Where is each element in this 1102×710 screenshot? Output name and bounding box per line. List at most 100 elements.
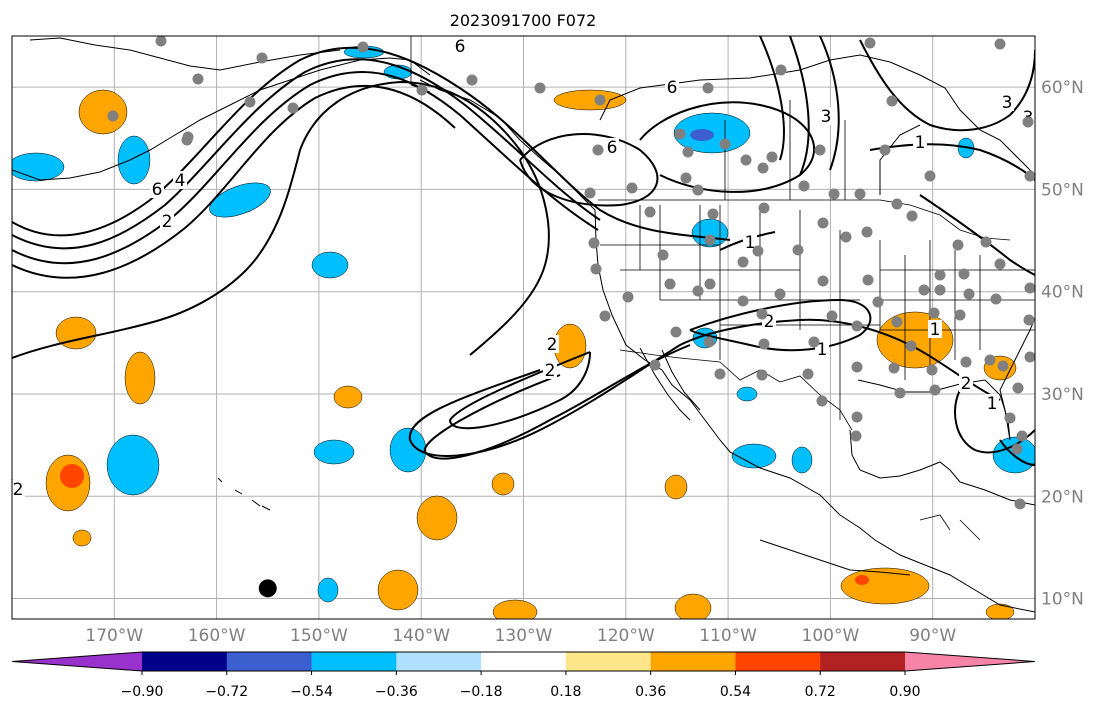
- station-dot: [707, 208, 719, 220]
- anomaly-patch: [317, 577, 339, 603]
- station-dot: [954, 309, 966, 321]
- station-dot: [774, 288, 786, 300]
- contour-label-bg: [543, 361, 557, 379]
- station-dot: [737, 295, 749, 307]
- contour-line: [954, 389, 1035, 466]
- anomaly-patch: [674, 593, 712, 619]
- station-dot: [664, 278, 676, 290]
- colorbar-segment: [396, 652, 482, 671]
- contour-label-bg: [545, 335, 559, 353]
- latitude-tick-label: 30°N: [1041, 385, 1084, 405]
- station-dot: [594, 94, 606, 106]
- contour-label-bg: [819, 107, 833, 125]
- station-dot: [1022, 116, 1034, 128]
- latitude-tick-label: 60°N: [1041, 78, 1084, 98]
- central-america-borders: [919, 514, 981, 541]
- anomaly-patch: [117, 135, 151, 185]
- contour-label: 4: [175, 171, 186, 191]
- colorbar-segment: [565, 652, 652, 671]
- colorbar-tick-label: 0.72: [805, 684, 836, 700]
- colorbar-tick-label: −0.18: [460, 684, 503, 700]
- contour-label-bg: [453, 37, 467, 55]
- latitude-tick-label: 40°N: [1041, 283, 1084, 303]
- station-dot: [649, 359, 661, 371]
- contour-label: 6: [455, 37, 466, 57]
- station-dot: [155, 36, 167, 47]
- station-dot: [256, 52, 268, 64]
- colorbar-tick-label: 0.18: [550, 684, 581, 700]
- station-dot: [590, 263, 602, 275]
- hawaii-islands: [217, 477, 271, 511]
- contour-label: 2: [545, 361, 556, 381]
- station-dot: [644, 206, 656, 218]
- station-dot: [994, 38, 1006, 50]
- colorbar: −0.90 −0.72 −0.54 −0.36 −0.18 0.18 0.36 0.54 0.7…: [11, 651, 1036, 700]
- colorbar-tick-label: −0.72: [205, 684, 248, 700]
- station-dot: [599, 310, 611, 322]
- anomaly-patch: [840, 567, 930, 605]
- anomaly-patch: [60, 464, 84, 488]
- contour-line: [759, 36, 840, 176]
- contour-line: [12, 80, 550, 359]
- anomaly-patch: [209, 182, 271, 218]
- station-dot: [851, 320, 863, 332]
- station-dot: [670, 326, 682, 338]
- station-dot: [416, 84, 428, 96]
- anomaly-patch: [664, 474, 688, 500]
- anomaly-patch: [106, 434, 160, 496]
- station-dot: [963, 288, 975, 300]
- contour-label: 6: [152, 180, 163, 200]
- contour-label-bg: [1000, 93, 1014, 111]
- station-dot: [703, 336, 715, 348]
- station-dot: [826, 310, 838, 322]
- contour-line: [12, 71, 599, 265]
- station-dot: [928, 307, 940, 319]
- alaska-north-coast: [29, 37, 341, 71]
- station-dot: [851, 361, 863, 373]
- latitude-tick-label: 20°N: [1041, 487, 1084, 507]
- figure-title: 2023091700 F072: [450, 11, 597, 30]
- station-dot: [850, 430, 862, 442]
- station-dot: [682, 146, 694, 158]
- station-dot: [622, 291, 634, 303]
- longitude-tick-label: 170°W: [85, 626, 143, 646]
- station-dot: [758, 338, 770, 350]
- longitude-tick-label: 120°W: [597, 626, 655, 646]
- station-dot: [1004, 412, 1016, 424]
- contour-label: 1: [817, 340, 828, 360]
- contour-line: [869, 143, 1035, 181]
- station-dot: [704, 278, 716, 290]
- longitude-tick-labels: 170°W 160°W 150°W 140°W 130°W 120°W 110°W 100°W…: [85, 626, 956, 646]
- colorbar-segment: [820, 652, 906, 671]
- station-dot: [704, 234, 716, 246]
- station-dot: [828, 188, 840, 200]
- colorbar-segment: [226, 652, 313, 671]
- station-dot: [740, 154, 752, 166]
- longitude-tick-label: 140°W: [392, 626, 450, 646]
- contour-label-bg: [150, 180, 164, 198]
- anomaly-patch: [553, 89, 627, 111]
- contour-line: [448, 351, 591, 430]
- station-dot: [756, 369, 768, 381]
- station-dot: [926, 364, 938, 376]
- graticule: [12, 36, 1035, 619]
- contour-line: [859, 39, 1035, 132]
- longitude-tick-label: 150°W: [290, 626, 348, 646]
- station-dot: [952, 239, 964, 251]
- station-dot: [584, 187, 596, 199]
- anomaly-patch: [855, 575, 869, 585]
- station-dot: [756, 308, 768, 320]
- anomaly-patch: [491, 472, 515, 496]
- contour-label-bg: [928, 320, 942, 338]
- contour-line: [519, 133, 659, 207]
- station-dot: [929, 384, 941, 396]
- anomaly-patch: [691, 218, 729, 248]
- contour-label: 2: [547, 335, 558, 355]
- contour-label: 3: [1002, 93, 1013, 113]
- colorbar-segment: [735, 652, 821, 671]
- colorbar-segment: [481, 652, 567, 671]
- station-dot: [861, 226, 873, 238]
- anomaly-patch: [690, 129, 714, 141]
- station-dot: [862, 274, 874, 286]
